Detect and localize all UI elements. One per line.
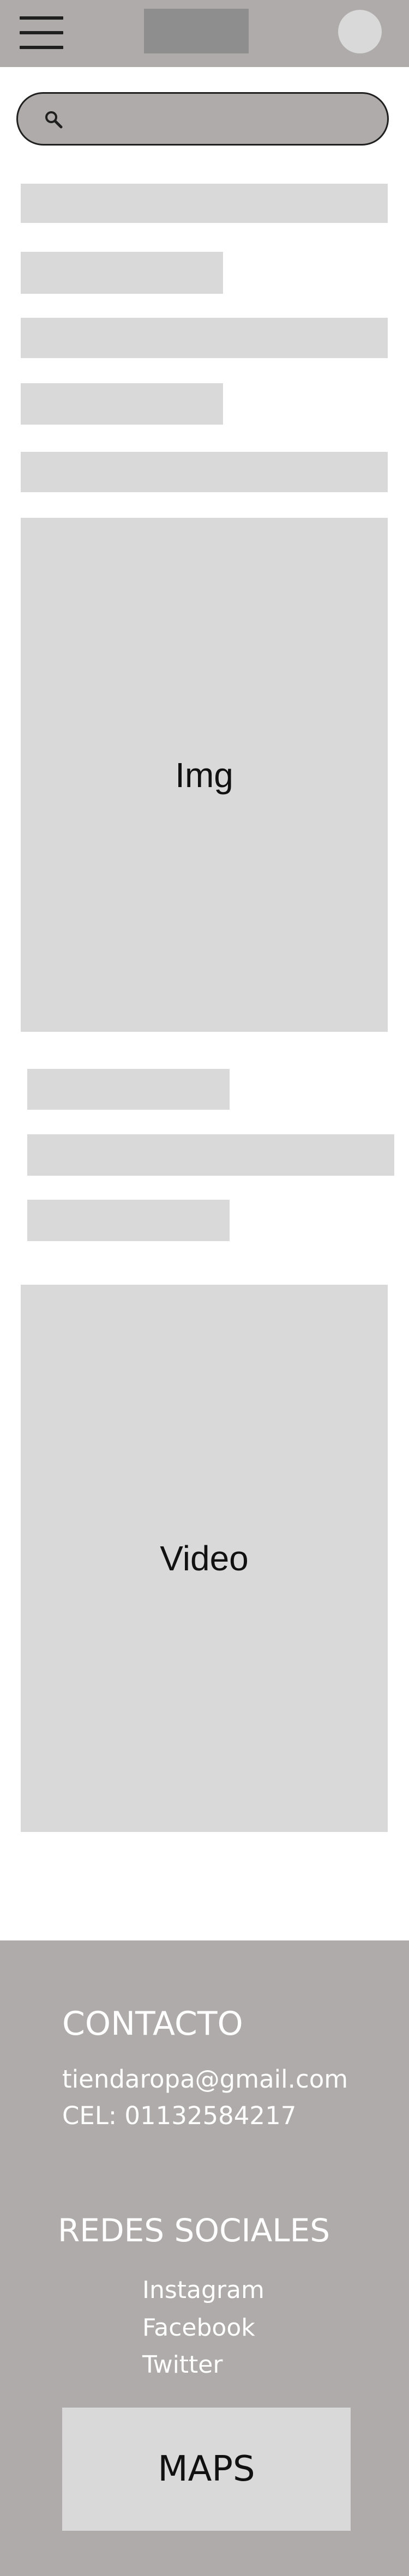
search-bar[interactable] — [16, 92, 389, 146]
video-placeholder[interactable]: Video — [21, 1285, 388, 1832]
contact-email[interactable]: tiendaropa@gmail.com — [62, 2065, 348, 2094]
footer: CONTACTO tiendaropa@gmail.com CEL: 01132… — [0, 1940, 409, 2576]
text-placeholder-line — [21, 452, 388, 492]
maps-label: MAPS — [158, 2449, 255, 2489]
image-placeholder: Img — [21, 518, 388, 1032]
menu-line — [20, 31, 63, 34]
hamburger-menu-icon[interactable] — [20, 16, 63, 49]
video-label: Video — [160, 1539, 249, 1578]
image-label: Img — [175, 755, 233, 795]
text-placeholder-line — [21, 252, 223, 294]
logo-placeholder[interactable] — [144, 9, 249, 53]
social-link-twitter[interactable]: Twitter — [142, 2351, 223, 2379]
text-placeholder-line — [27, 1069, 230, 1110]
top-header — [0, 0, 409, 67]
maps-button[interactable]: MAPS — [62, 2408, 351, 2531]
text-placeholder-line — [21, 383, 223, 425]
menu-line — [20, 46, 63, 49]
contact-heading: CONTACTO — [62, 2005, 243, 2043]
contact-phone: CEL: 01132584217 — [62, 2101, 297, 2130]
social-link-facebook[interactable]: Facebook — [142, 2314, 255, 2342]
user-avatar[interactable] — [338, 10, 382, 53]
menu-line — [20, 16, 63, 20]
search-input[interactable] — [73, 104, 369, 135]
social-link-instagram[interactable]: Instagram — [142, 2276, 264, 2304]
text-placeholder-line — [27, 1134, 394, 1176]
text-placeholder-line — [27, 1200, 230, 1241]
text-placeholder-line — [21, 318, 388, 358]
text-placeholder-line — [21, 184, 388, 223]
social-heading: REDES SOCIALES — [58, 2212, 330, 2249]
search-icon — [45, 111, 63, 129]
